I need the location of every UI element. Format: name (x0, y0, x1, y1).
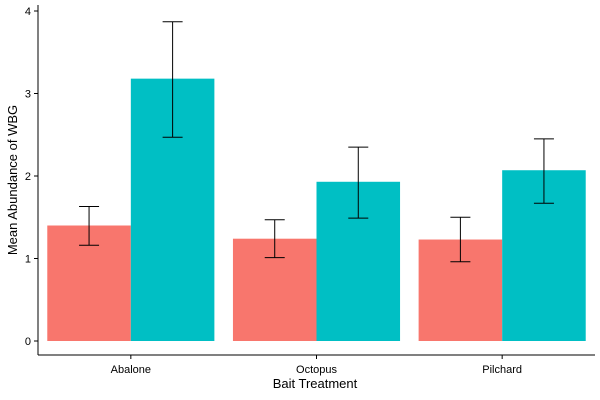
error-bar-pilchard-series-1 (450, 216, 471, 263)
y-tick-label: 0 (25, 336, 31, 348)
error-bar-pilchard-series-2 (533, 138, 554, 204)
x-tick-label: Pilchard (482, 364, 522, 376)
error-bar-abalone-series-2 (162, 21, 183, 138)
y-axis-title: Mean Abundance of WBG (5, 105, 20, 255)
y-tick-label: 1 (25, 254, 31, 266)
y-tick-label: 4 (25, 6, 31, 18)
x-axis-title: Bait Treatment (273, 376, 358, 391)
y-ticks-layer: 0 1 2 3 4 (25, 6, 38, 348)
error-bar-octopus-series-1 (264, 219, 285, 259)
x-tick-label: Octopus (296, 364, 337, 376)
x-ticks-layer: Abalone Octopus Pilchard (111, 355, 522, 376)
error-bar-octopus-series-2 (348, 146, 369, 219)
bars-layer (47, 78, 586, 342)
x-tick-label: Abalone (111, 364, 151, 376)
error-bars-layer (79, 21, 554, 263)
error-bar-abalone-series-1 (79, 206, 100, 246)
y-tick-label: 3 (25, 89, 31, 101)
y-tick-label: 2 (25, 171, 31, 183)
